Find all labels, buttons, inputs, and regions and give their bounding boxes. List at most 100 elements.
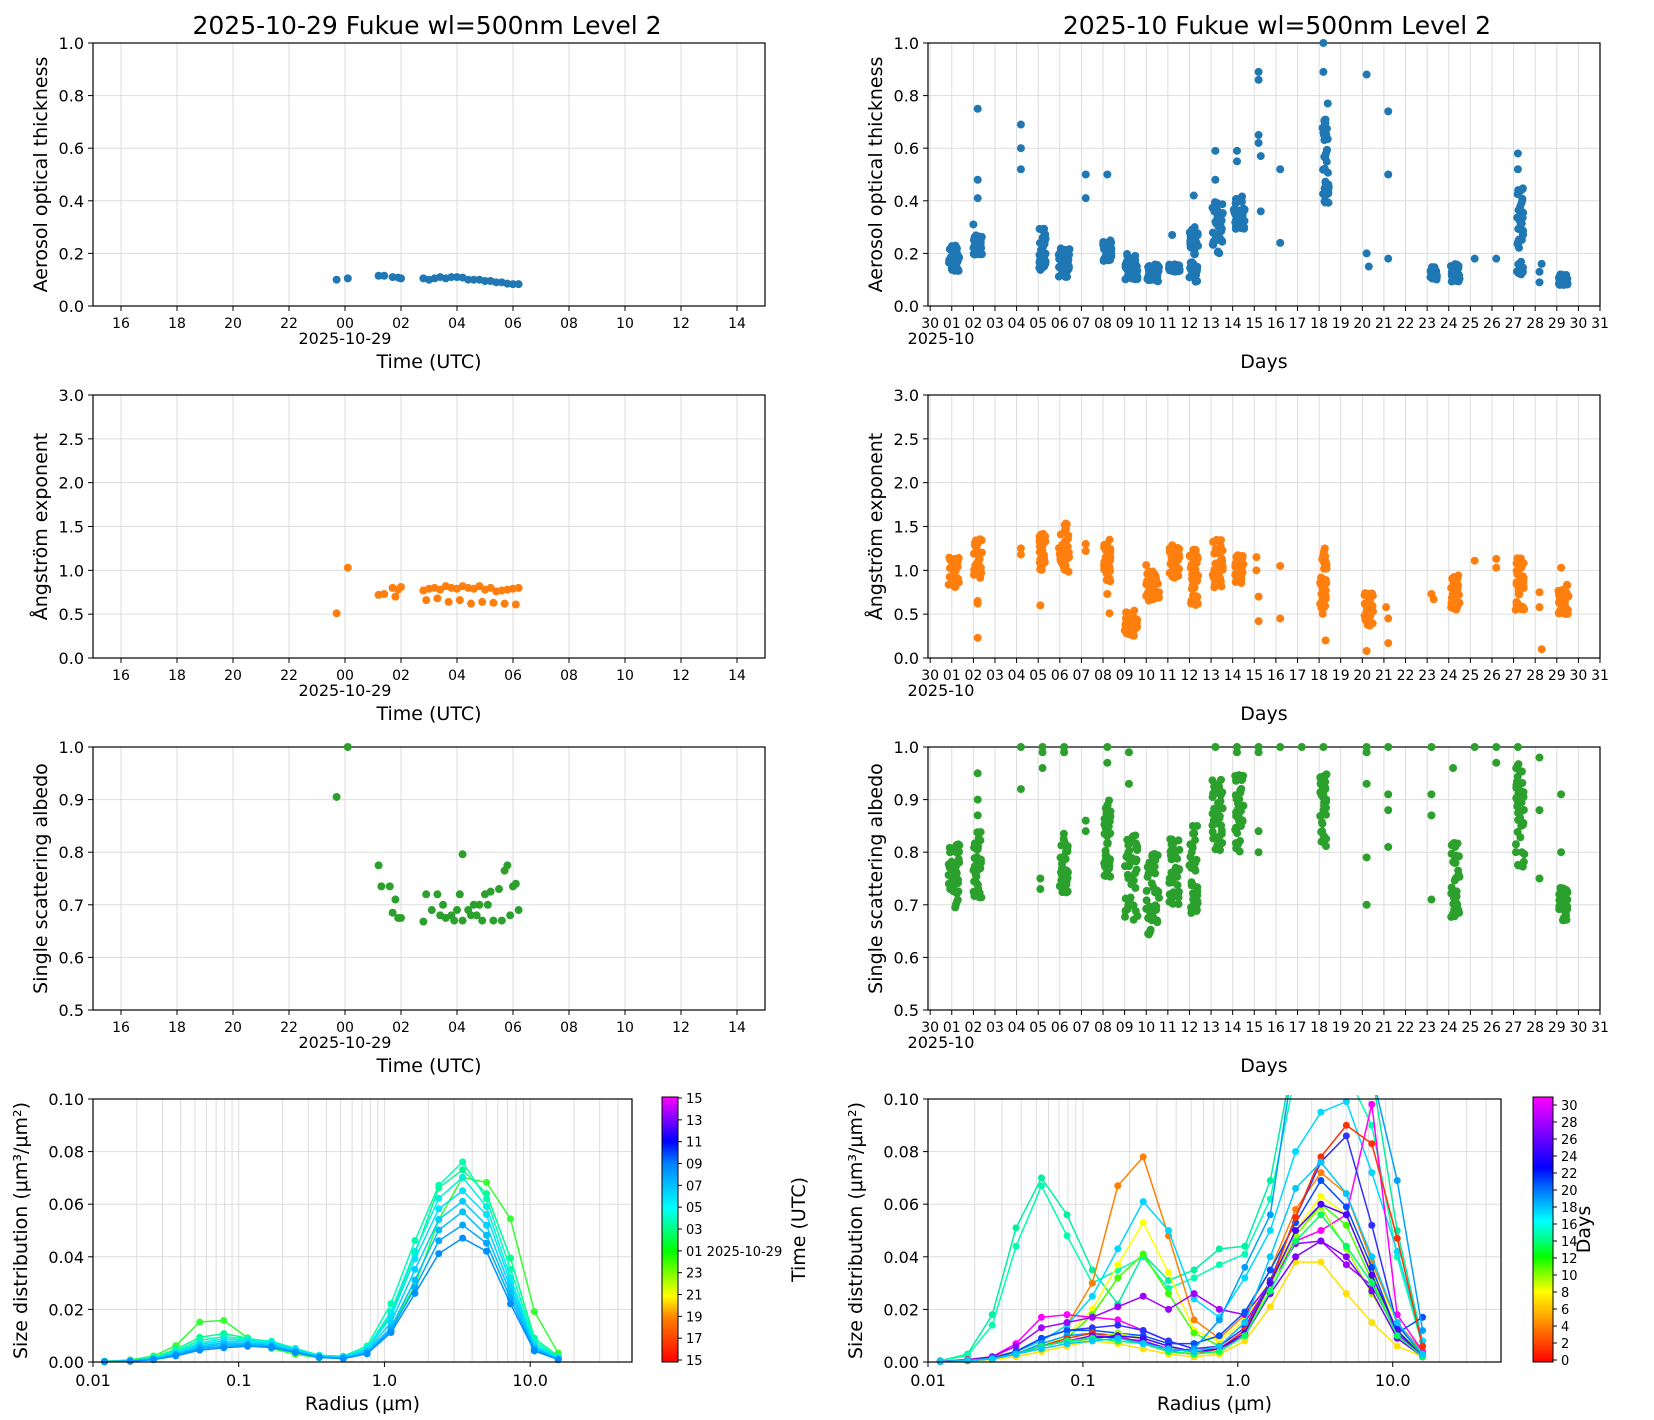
x-tick-label: 28 [1526,1020,1544,1036]
data-point [1012,1350,1020,1358]
date-label: 2025-10-29 [299,329,392,348]
data-point [433,890,442,899]
data-point [1292,1253,1300,1261]
data-point [1151,869,1160,878]
x-tick-label: 18 [1310,1020,1328,1036]
x-tick-label: 1.0 [372,1371,397,1390]
colorbar-tick-label: 20 [1561,1184,1578,1199]
colorbar-tick-label: 28 [1561,1116,1578,1131]
data-point [970,862,979,871]
data-point [1133,273,1142,282]
x-axis-label: Radius (μm) [1157,1393,1272,1415]
x-tick-label: 16 [112,668,130,684]
data-point [397,913,405,922]
x-tick-label: 22 [1397,1020,1415,1036]
x-tick-label: 22 [280,668,298,684]
data-point [1292,1043,1299,1050]
x-tick-label: 06 [504,1020,522,1036]
x-tick-label: 01 [943,1020,961,1036]
data-point [1453,872,1462,881]
data-point [1254,592,1263,601]
date-label: 2025-10 [908,1033,975,1052]
date-label: 2025-10 [908,329,975,348]
x-tick-label: 03 [986,316,1004,332]
data-point [380,271,389,280]
data-point [1554,587,1563,596]
data-point [1252,566,1261,575]
y-tick-label: 0.9 [894,791,919,810]
data-point [970,839,979,848]
x-tick-label: 03 [986,1020,1004,1036]
data-point [973,599,982,608]
colorbar-label: Days [1573,1206,1595,1253]
data-point [973,769,982,778]
x-tick-label: 0.01 [75,1371,111,1390]
data-point [1059,876,1068,885]
data-point [1187,878,1196,887]
data-point [1535,603,1544,612]
x-axis-label: Time (UTC) [375,703,481,725]
x-tick-label: 10 [1137,668,1155,684]
x-tick-label: 19 [1332,668,1350,684]
data-point [1240,216,1249,225]
data-point [1266,1287,1274,1295]
y-axis-label: Ångström exponent [864,433,887,621]
data-point [1316,580,1325,589]
y-tick-label: 0.10 [48,1090,84,1109]
data-point [1241,1319,1249,1327]
data-point [1513,860,1522,869]
x-tick-label: 10 [1137,1020,1155,1036]
x-tick-label: 17 [1289,316,1307,332]
data-point [1276,238,1285,247]
x-tick-label: 08 [1094,316,1112,332]
data-point [511,600,520,609]
data-point [1016,743,1025,751]
data-point [1427,811,1436,820]
data-point [1155,588,1164,597]
data-point [1254,67,1263,76]
data-point [1231,224,1240,233]
x-tick-label: 30 [1569,1020,1587,1036]
data-point [1317,1153,1325,1161]
y-tick-label: 1.0 [59,34,84,53]
data-point [492,278,501,287]
colorbar [1532,1096,1554,1363]
data-point [1058,888,1067,897]
data-point [973,194,982,203]
data-point [1511,840,1520,849]
data-point [1145,262,1154,271]
data-point [1104,560,1113,569]
data-point [1123,835,1132,844]
x-tick-label: 15 [1245,668,1263,684]
data-point [1241,1308,1249,1316]
data-point [1266,1303,1274,1311]
x-tick-label: 01 [943,668,961,684]
y-tick-label: 0.7 [894,896,919,915]
data-point [1190,1274,1198,1282]
data-point [1154,263,1163,272]
data-point [1318,827,1327,836]
data-point [1208,828,1217,837]
data-point [951,248,960,257]
data-point [1292,1043,1299,1050]
data-point [1384,614,1393,623]
data-point [1365,621,1374,630]
data-point [1241,1337,1249,1345]
data-point [1516,186,1525,195]
data-point [1064,262,1073,271]
data-point [483,1178,491,1186]
colorbar-tick-label: 18 [1561,1201,1578,1216]
data-point [1218,804,1227,813]
data-point [1342,1290,1350,1298]
data-point [1451,269,1460,278]
data-point [1235,557,1244,566]
data-point [1520,850,1529,859]
y-tick-label: 0.00 [883,1353,919,1372]
date-label: 2025-10-29 [299,1033,392,1052]
series-line [940,1240,1424,1363]
y-tick-label: 0.06 [48,1195,84,1214]
x-tick-label: 11 [1159,1020,1177,1036]
x-tick-label: 26 [1483,316,1501,332]
y-tick-label: 0.6 [59,139,84,158]
data-point [1317,1211,1325,1219]
